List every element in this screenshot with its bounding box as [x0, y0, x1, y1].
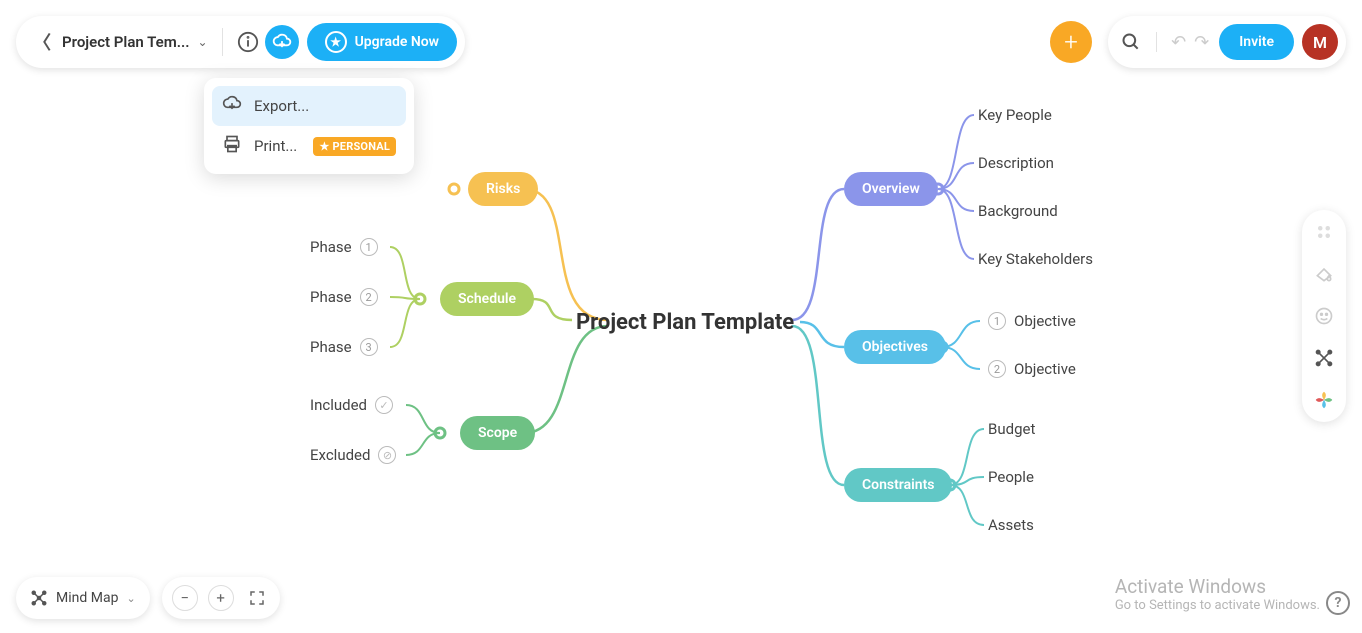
cloud-export-icon [222, 94, 242, 118]
fill-icon[interactable] [1312, 262, 1336, 286]
star-icon: ★ [325, 31, 347, 53]
number-badge-icon: 1 [360, 238, 378, 256]
menu-item-export[interactable]: Export... [212, 86, 406, 126]
grid-apps-icon[interactable] [1312, 220, 1336, 244]
export-dropdown-menu: Export... Print... ★PERSONAL [204, 78, 414, 174]
center-node-label[interactable]: Project Plan Template [576, 310, 794, 335]
number-badge-icon: 2 [360, 288, 378, 306]
leaf-overview-description[interactable]: Description [978, 154, 1054, 172]
leaf-label: Objective [1014, 360, 1076, 378]
leaf-schedule-phase2[interactable]: Phase 2 [310, 288, 378, 306]
leaf-overview-background[interactable]: Background [978, 202, 1058, 220]
number-badge-icon: 1 [988, 312, 1006, 330]
leaf-schedule-phase1[interactable]: Phase 1 [310, 238, 378, 256]
node-constraints[interactable]: Constraints [844, 468, 952, 502]
undo-redo-group: ↶ ↷ [1171, 32, 1209, 53]
watermark-line1: Activate Windows [1115, 575, 1320, 598]
zoom-in-button[interactable]: + [208, 585, 234, 611]
leaf-constraints-budget[interactable]: Budget [988, 420, 1035, 438]
help-icon[interactable]: ? [1326, 591, 1350, 615]
bottom-left-controls: Mind Map ⌄ − + [16, 577, 280, 619]
back-button[interactable]: 〈 [30, 29, 54, 55]
undo-icon[interactable]: ↶ [1171, 32, 1186, 53]
add-button[interactable]: + [1050, 21, 1092, 63]
leaf-overview-keypeople[interactable]: Key People [978, 106, 1052, 124]
invite-button[interactable]: Invite [1219, 24, 1294, 60]
node-objectives[interactable]: Objectives [844, 330, 946, 364]
redo-icon[interactable]: ↷ [1194, 32, 1209, 53]
leaf-objectives-1[interactable]: 1 Objective [988, 312, 1076, 330]
emoji-icon[interactable] [1312, 304, 1336, 328]
node-risks[interactable]: Risks [468, 172, 538, 206]
upgrade-button[interactable]: ★ Upgrade Now [307, 23, 457, 61]
leaf-objectives-2[interactable]: 2 Objective [988, 360, 1076, 378]
activate-windows-watermark: Activate Windows Go to Settings to activ… [1115, 575, 1320, 613]
cloud-download-icon[interactable] [265, 25, 299, 59]
view-mode-label: Mind Map [56, 590, 118, 606]
menu-item-label: Print... [254, 137, 297, 155]
leaf-label: Phase [310, 288, 352, 306]
leaf-label: Included [310, 396, 367, 414]
print-icon [222, 134, 242, 158]
node-schedule[interactable]: Schedule [440, 282, 534, 316]
leaf-scope-excluded[interactable]: Excluded ⊘ [310, 446, 396, 464]
leaf-schedule-phase3[interactable]: Phase 3 [310, 338, 378, 356]
number-badge-icon: 3 [360, 338, 378, 356]
leaf-constraints-assets[interactable]: Assets [988, 516, 1034, 534]
slash-icon: ⊘ [378, 446, 396, 464]
divider [222, 28, 223, 56]
leaf-constraints-people[interactable]: People [988, 468, 1034, 486]
number-badge-icon: 2 [988, 360, 1006, 378]
connection-icon[interactable] [1312, 346, 1336, 370]
upgrade-label: Upgrade Now [355, 34, 439, 50]
mindmap-icon [30, 589, 48, 607]
divider [1156, 32, 1157, 52]
zoom-out-button[interactable]: − [172, 585, 198, 611]
menu-item-label: Export... [254, 97, 309, 115]
title-dropdown-icon[interactable]: ⌄ [198, 35, 208, 49]
leaf-scope-included[interactable]: Included ✓ [310, 396, 393, 414]
leaf-label: Excluded [310, 446, 370, 464]
info-icon[interactable] [231, 25, 265, 59]
theme-colors-icon[interactable] [1312, 388, 1336, 412]
node-scope[interactable]: Scope [460, 416, 535, 450]
user-avatar[interactable]: M [1302, 24, 1338, 60]
fit-screen-button[interactable] [244, 585, 270, 611]
title-group: 〈 Project Plan Tem... ⌄ ★ Upgrade Now [16, 16, 465, 68]
view-mode-selector[interactable]: Mind Map ⌄ [16, 577, 150, 619]
check-icon: ✓ [375, 396, 393, 414]
node-overview[interactable]: Overview [844, 172, 938, 206]
zoom-controls: − + [162, 577, 280, 619]
right-toolbar-cluster: + ↶ ↷ Invite M [1050, 16, 1346, 68]
side-toolbar [1302, 210, 1346, 422]
menu-item-print[interactable]: Print... ★PERSONAL [212, 126, 406, 166]
search-icon[interactable] [1114, 25, 1148, 59]
leaf-label: Objective [1014, 312, 1076, 330]
document-title[interactable]: Project Plan Tem... [62, 33, 190, 51]
actions-group: ↶ ↷ Invite M [1108, 16, 1346, 68]
top-toolbar: 〈 Project Plan Tem... ⌄ ★ Upgrade Now + … [16, 16, 1346, 68]
leaf-overview-stakeholders[interactable]: Key Stakeholders [978, 250, 1093, 268]
chevron-down-icon: ⌄ [126, 592, 135, 605]
leaf-label: Phase [310, 338, 352, 356]
leaf-label: Phase [310, 238, 352, 256]
watermark-line2: Go to Settings to activate Windows. [1115, 598, 1320, 613]
personal-badge: ★PERSONAL [313, 137, 396, 156]
